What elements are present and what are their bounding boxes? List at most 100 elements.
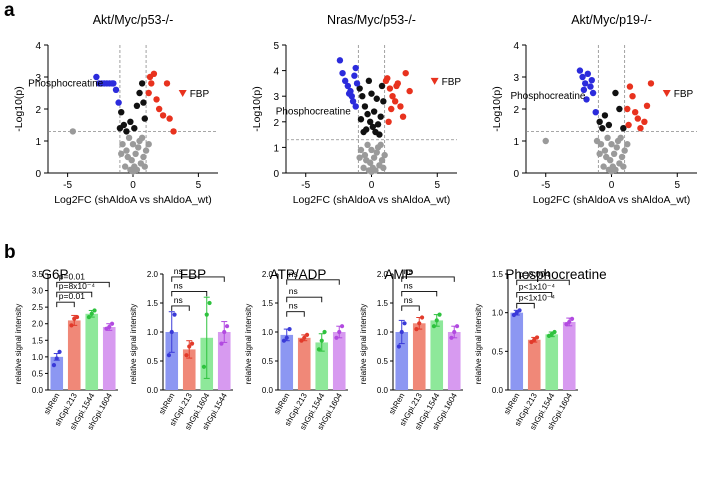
- comparison-bracket: [56, 291, 93, 298]
- y-tick-label: 0.0: [262, 386, 274, 395]
- volcano-point-ns: [542, 137, 549, 145]
- panel-label-b: b: [4, 242, 16, 263]
- bar: [297, 337, 311, 390]
- bar: [50, 356, 64, 390]
- replicate-point: [564, 322, 569, 327]
- volcano-point-ns: [141, 163, 148, 170]
- y-tick-label: 1.0: [377, 328, 389, 337]
- replicate-point: [449, 335, 454, 340]
- comparison-bracket: [401, 276, 455, 282]
- volcano-point-sig: [123, 128, 130, 135]
- volcano-point-up: [145, 89, 152, 97]
- replicate-point: [222, 329, 227, 335]
- y-tick-label: 0: [35, 169, 41, 180]
- bar-y-label: relative signal intensity: [359, 304, 368, 384]
- volcano-point-down: [344, 82, 352, 90]
- bar-chart-title: FBP: [180, 267, 206, 282]
- bar-chart-title: ATP/ADP: [270, 267, 327, 282]
- volcano-point-up: [629, 93, 636, 100]
- replicate-point: [517, 308, 522, 313]
- y-tick-label: 0.0: [32, 386, 44, 395]
- volcano-point-ns: [123, 147, 130, 154]
- volcano-point-sig: [141, 115, 148, 122]
- bar: [545, 334, 559, 390]
- volcano-point-down: [576, 67, 584, 74]
- volcano-point-down: [93, 73, 100, 81]
- y-tick-label: 0.0: [147, 386, 159, 395]
- y-tick-label: 1: [273, 143, 279, 154]
- volcano-point-ns: [131, 163, 138, 170]
- volcano-point-down: [581, 80, 589, 87]
- volcano-x-label: Log2FC (shAldoA vs shAldoA_wt): [533, 194, 691, 206]
- replicate-point: [319, 338, 324, 343]
- volcano-point-up: [388, 105, 395, 113]
- volcano-point-down: [115, 99, 122, 106]
- y-tick-label: 1.0: [147, 328, 159, 337]
- volcano-point-down: [349, 98, 357, 105]
- comparison-bracket: [171, 305, 190, 311]
- replicate-point: [74, 314, 80, 320]
- volcano-point-ns: [373, 149, 380, 156]
- replicate-point: [109, 321, 115, 326]
- y-tick-label: 4: [35, 41, 41, 52]
- comparison-label: ns: [174, 266, 183, 276]
- volcano-point-sig: [377, 113, 384, 120]
- comparison-bracket: [286, 279, 340, 285]
- volcano-point-ns: [600, 163, 607, 170]
- volcano-point-up: [647, 80, 655, 87]
- volcano-point-sig: [370, 108, 378, 115]
- comparison-bracket: [56, 301, 75, 308]
- x-tick-label: -5: [63, 180, 72, 191]
- bar-y-label: relative signal intensity: [244, 304, 253, 384]
- volcano-point-up: [166, 115, 173, 122]
- volcano-point-ns: [124, 153, 131, 161]
- volcano-point-ns: [381, 151, 388, 159]
- fbp-marker-icon: [662, 90, 671, 97]
- volcano-point-down: [588, 77, 595, 84]
- y-tick-label: 2.0: [147, 270, 159, 279]
- y-tick-label: 3.5: [32, 270, 44, 279]
- volcano-point-sig: [365, 77, 373, 85]
- volcano-point-up: [389, 93, 396, 100]
- replicate-point: [431, 324, 437, 329]
- y-tick-label: 3: [273, 92, 279, 103]
- volcano-point-sig: [140, 99, 147, 106]
- comparison-label: p=8x10⁻⁴: [59, 281, 96, 291]
- volcano-point-ns: [364, 141, 371, 149]
- replicate-point: [454, 324, 460, 329]
- volcano-y-label: -Log10(p): [13, 86, 25, 132]
- volcano-point-sig: [366, 118, 374, 126]
- replicate-point: [402, 321, 407, 326]
- replicate-point: [299, 338, 304, 343]
- bar: [217, 332, 231, 390]
- volcano-point-ns: [135, 144, 142, 151]
- bar-y-label: relative signal intensity: [14, 304, 23, 384]
- volcano-point-ns: [620, 163, 627, 170]
- volcano-point-ns: [621, 147, 628, 154]
- volcano-point-ns: [596, 150, 603, 157]
- y-tick-label: 4: [513, 41, 519, 52]
- y-tick-label: 0.5: [262, 357, 274, 366]
- bar: [315, 342, 329, 390]
- volcano-y-label: -Log10(p): [251, 86, 263, 132]
- volcano-point-up: [386, 85, 394, 92]
- comparison-bracket: [401, 290, 438, 297]
- replicate-point: [339, 324, 345, 329]
- comparison-bracket: [516, 292, 553, 298]
- volcano-point-ns: [617, 134, 624, 141]
- x-tick-label: 0: [130, 180, 136, 191]
- volcano-point-ns: [129, 168, 137, 175]
- volcano-point-down: [579, 73, 586, 81]
- volcano-point-sig: [133, 102, 141, 110]
- bar: [85, 313, 99, 390]
- replicate-point: [207, 300, 212, 306]
- volcano-point-ns: [624, 141, 631, 148]
- volcano-point-sig: [605, 121, 613, 129]
- volcano-point-ns: [121, 163, 129, 170]
- volcano-point-ns: [370, 154, 378, 161]
- volcano-point-ns: [368, 168, 375, 175]
- fbp-marker-icon: [430, 77, 439, 85]
- volcano-point-ns: [356, 154, 363, 161]
- comparison-bracket: [56, 281, 110, 288]
- volcano-point-ns: [378, 157, 386, 164]
